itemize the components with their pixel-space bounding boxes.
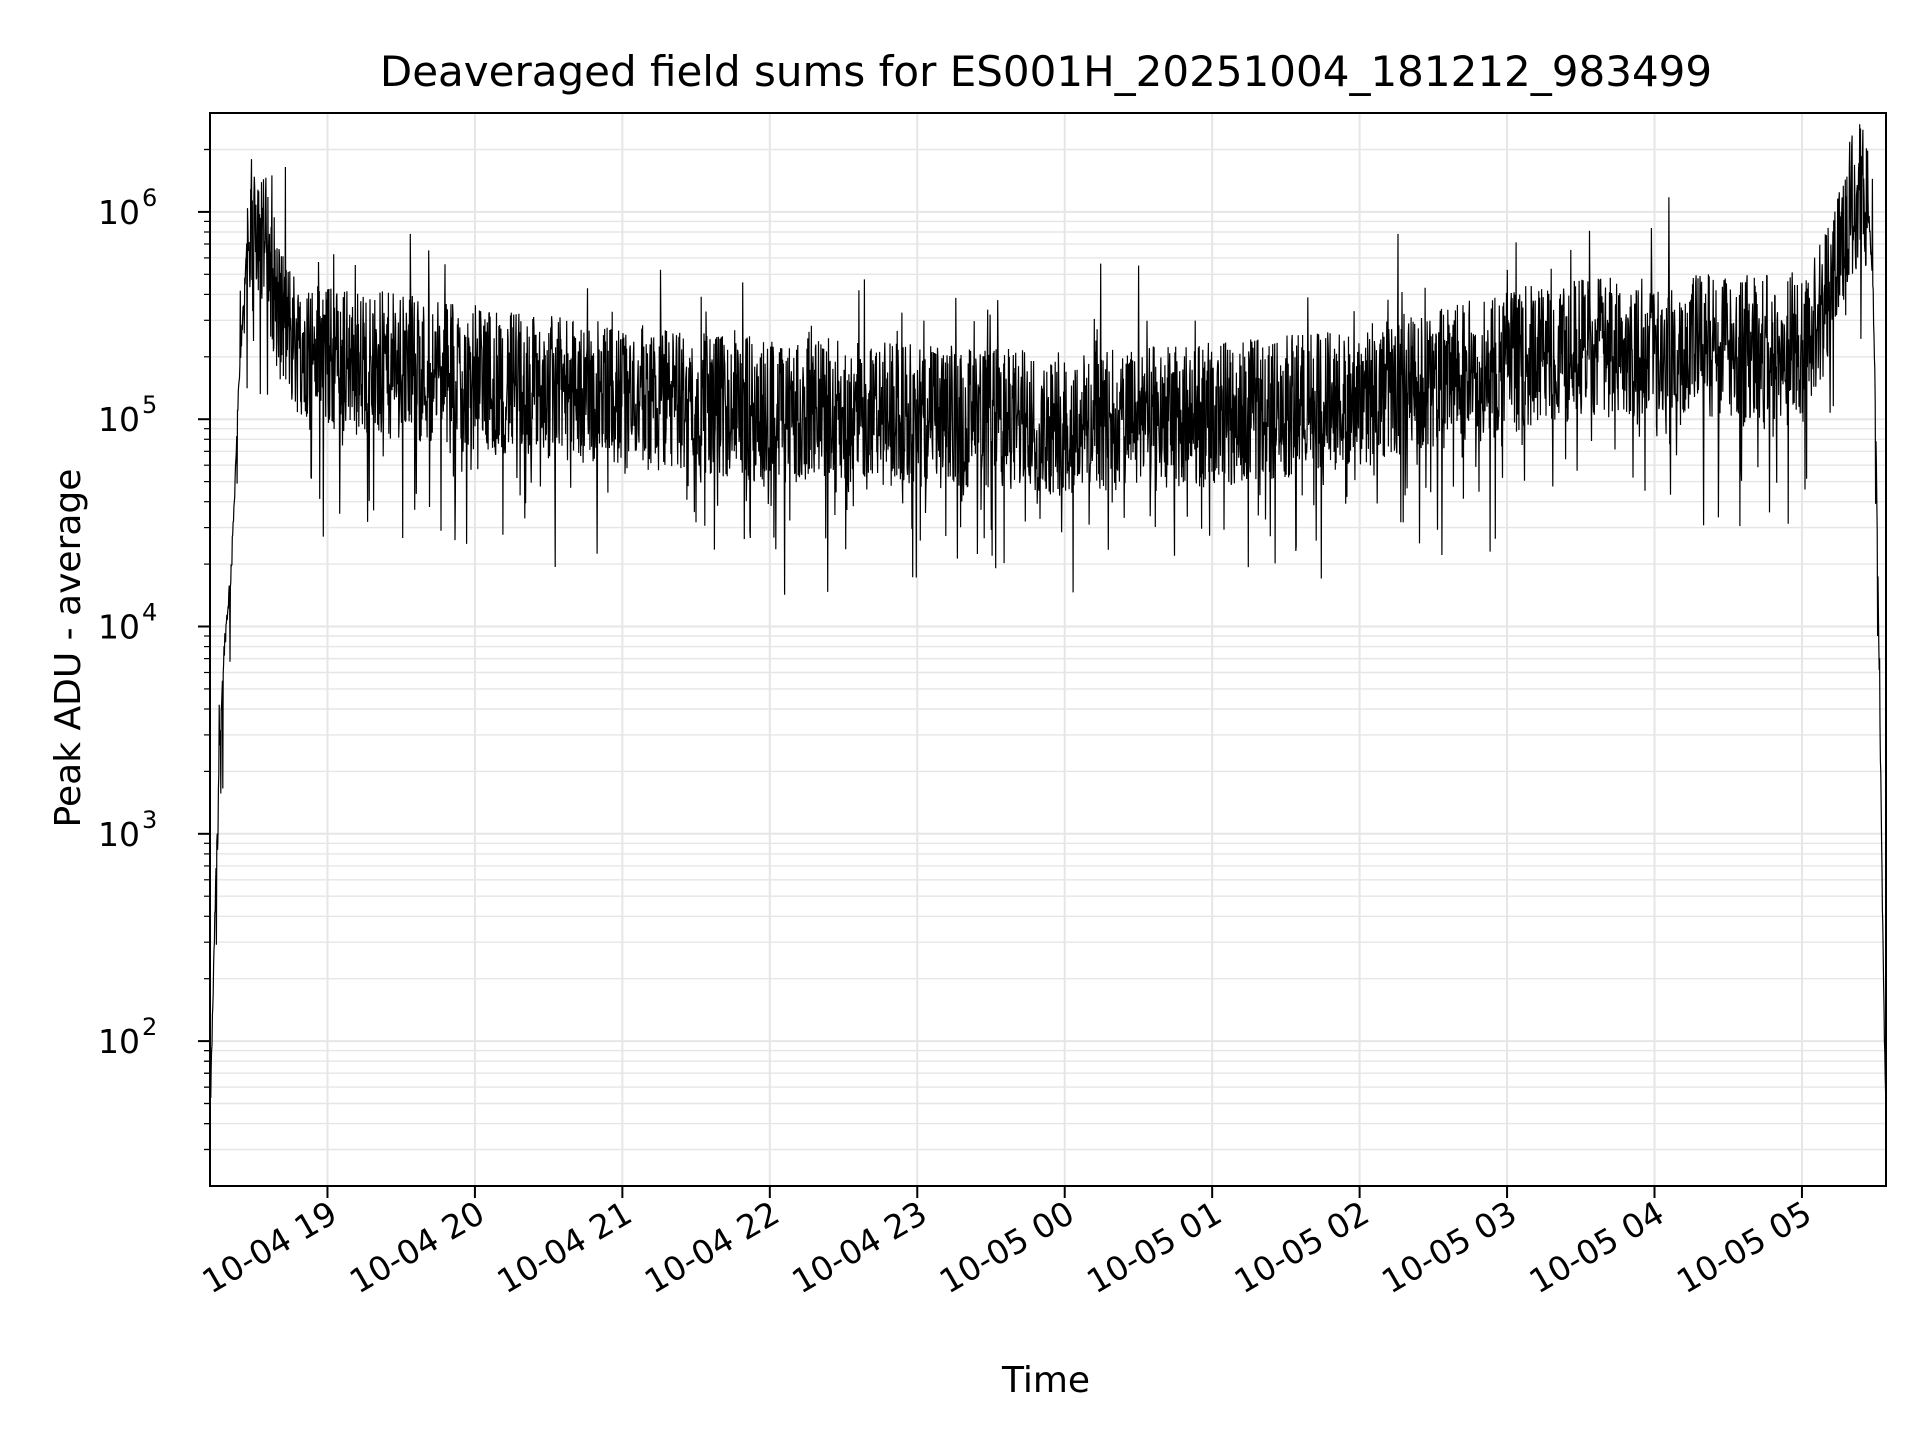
- y-tick-exponent: 6: [142, 184, 157, 212]
- minor-gridlines: [210, 148, 1886, 1151]
- y-tick-exponent: 2: [142, 1013, 157, 1041]
- y-tick-label: 10: [98, 1022, 140, 1061]
- x-axis-label: Time: [1001, 1360, 1090, 1401]
- y-tick-exponent: 4: [142, 599, 157, 627]
- y-tick-label: 10: [98, 193, 140, 232]
- y-axis-label: Peak ADU - average: [48, 469, 89, 828]
- y-tick-label: 10: [98, 400, 140, 439]
- series-line: [209, 124, 1887, 1121]
- chart-title: Deaveraged field sums for ES001H_2025100…: [380, 47, 1712, 96]
- y-tick-label: 10: [98, 608, 140, 647]
- plot-frame: [209, 112, 1887, 1187]
- y-tick-exponent: 5: [142, 391, 157, 419]
- y-tick-label: 10: [98, 815, 140, 854]
- y-tick-exponent: 3: [142, 806, 157, 834]
